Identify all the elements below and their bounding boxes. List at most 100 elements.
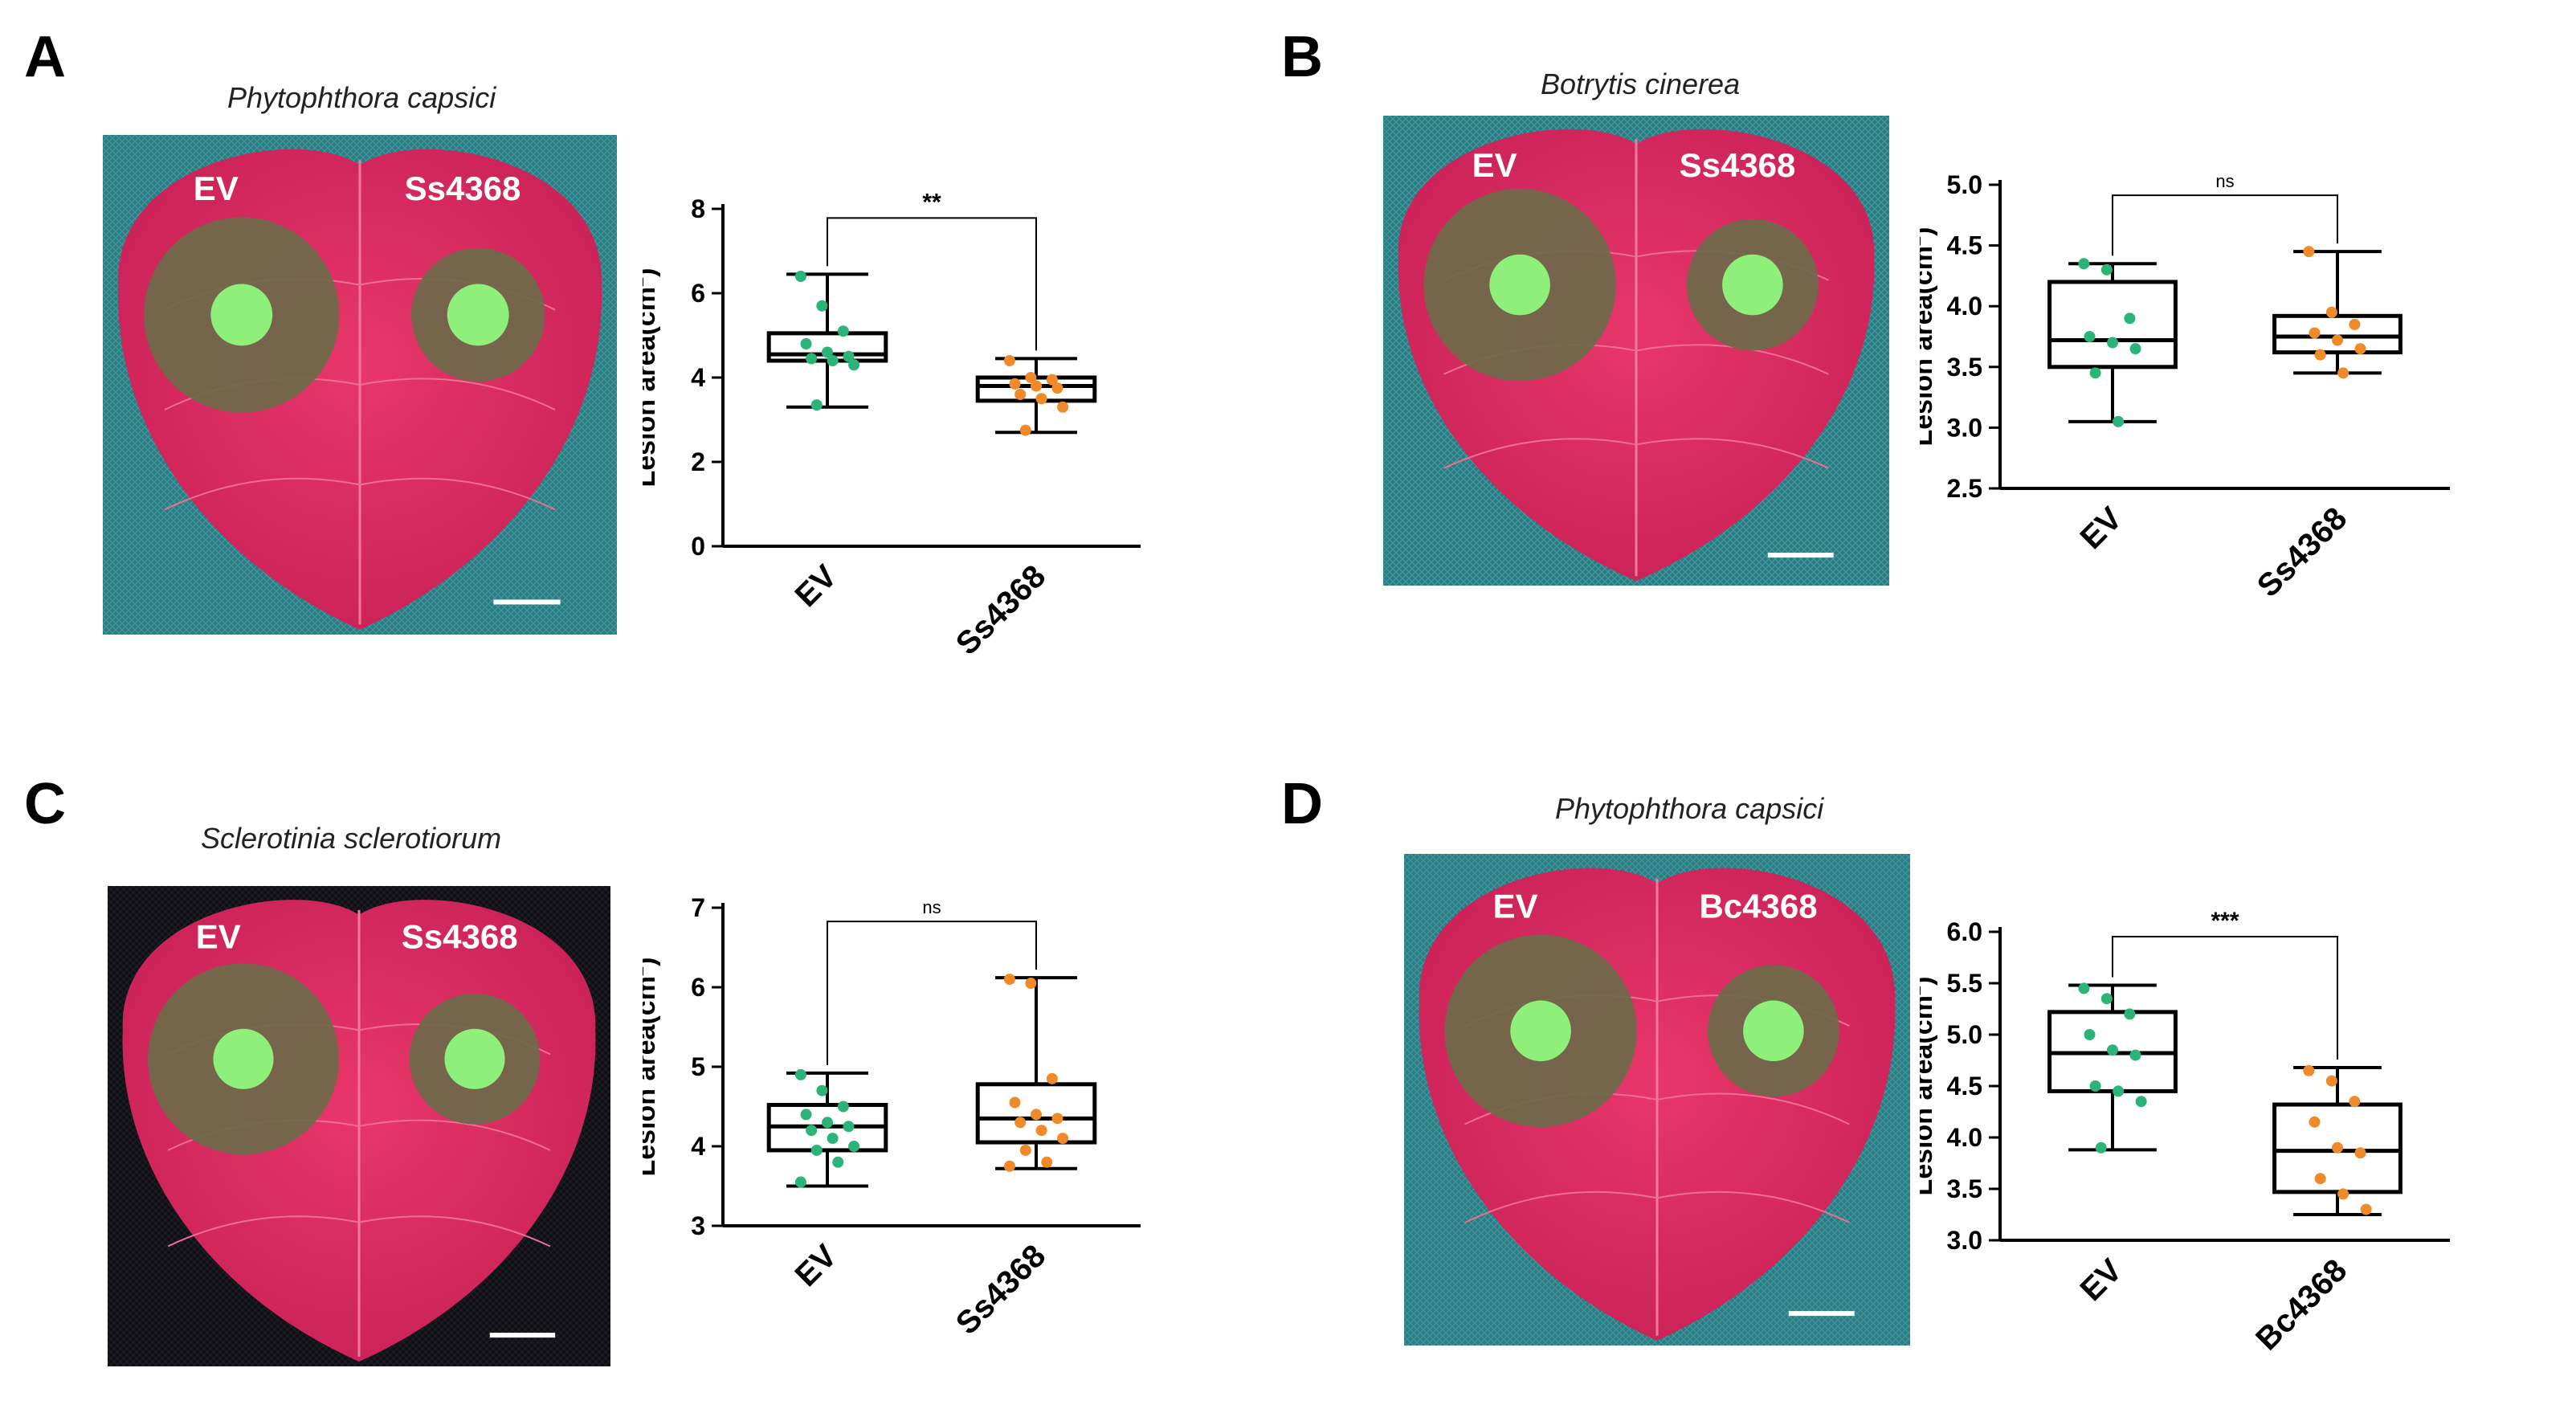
leaf-vein [359,477,556,511]
data-point [2089,1080,2101,1092]
treatment-photo-label: Ss4368 [405,169,521,207]
y-tick-label: 3.5 [1947,1174,1982,1203]
data-point [810,399,823,411]
y-tick-label: 4 [691,363,705,392]
significance-label: ns [2215,171,2234,191]
data-point [1046,1072,1058,1084]
box-plot: 3 4 5 6 7 Lesion area(cm2) EV Ss4368 ns [643,893,1141,1341]
data-point [2354,343,2366,355]
data-point [2084,331,2096,342]
y-tick-label: 3.5 [1947,353,1982,382]
y-tick-label: 2.5 [1947,474,1982,503]
y-tick-label: 7 [691,893,705,922]
data-point [1035,1125,1047,1137]
category-label: EV [789,1238,844,1293]
data-point [1025,978,1037,990]
leaf-vein [167,1215,360,1248]
significance-label: *** [2211,908,2239,934]
y-tick-label: 2 [691,447,705,476]
leaf-photo: EV Ss4368 [103,135,617,635]
data-point [2089,367,2101,379]
data-point [1031,380,1042,392]
data-point [2100,263,2113,276]
data-point [1041,1156,1053,1168]
data-point [1003,1160,1015,1172]
significance-label: ** [922,189,941,215]
category-label: Ss4368 [949,558,1053,662]
leaf-vein [1656,1190,1850,1223]
box [2272,313,2402,355]
data-point [2349,318,2361,330]
data-point [827,1133,839,1145]
data-point [2337,367,2349,379]
data-point [806,353,818,365]
data-point [2309,327,2321,339]
species-title: Phytophthora capsici [1555,792,1824,825]
data-point [832,1156,844,1168]
box-plot: 2.5 3.0 3.5 4.0 4.5 5.0 Lesion area(cm2) EV Ss43… [1920,170,2450,604]
y-axis-label: Lesion area(cm2) [1920,976,1938,1195]
ev-photo-label: EV [196,918,241,956]
ev-photo-label: EV [1472,146,1517,184]
data-point [2129,1049,2141,1061]
scale-bar [489,1333,556,1338]
leaf-vein [1443,438,1637,469]
data-point [810,1144,823,1156]
data-point [2360,1203,2372,1215]
box-plot: 0 2 4 6 8 Lesion area(cm2) EV Ss4368 ** [643,189,1141,662]
data-point [2113,415,2125,427]
data-point [2107,1044,2118,1056]
data-point [1025,372,1037,383]
data-point [2303,246,2315,258]
y-tick-label: 4.5 [1947,1072,1982,1101]
data-point [822,346,833,358]
significance-bracket [2112,194,2338,256]
data-point [1057,1133,1069,1145]
panel-label: A [24,25,66,89]
inoculation-disc [447,284,509,346]
panel-label: D [1281,772,1323,836]
data-point [1003,974,1015,986]
data-point [843,1121,855,1133]
y-tick-label: 8 [691,194,705,223]
scale-bar [493,599,561,605]
y-tick-label: 5.0 [1947,1020,1982,1049]
data-point [1014,389,1027,400]
inoculation-disc [210,284,273,346]
species-title: Botrytis cinerea [1541,67,1741,100]
inoculation-disc [1489,254,1550,316]
scale-bar [1767,553,1834,558]
species-title: Sclerotinia sclerotiorum [201,822,502,855]
scale-bar [1788,1311,1855,1317]
data-point [2314,1173,2326,1185]
treatment-photo-label: Bc4368 [1699,888,1817,925]
treatment-photo-label: Ss4368 [1680,146,1796,184]
data-point [2332,334,2343,346]
significance-label: ns [922,897,941,917]
category-label: Bc4368 [2249,1252,2354,1357]
data-point [1019,1144,1031,1156]
ev-photo-label: EV [1493,888,1538,925]
data-point [822,1117,833,1129]
significance-bracket [827,217,1037,351]
data-point [2332,1141,2343,1154]
inoculation-disc [1743,1000,1804,1062]
leaf-vein [1464,1190,1658,1223]
y-tick-label: 4.5 [1947,231,1982,260]
data-point [1057,401,1069,413]
data-point [2107,337,2118,349]
leaf-vein [1656,1092,1850,1125]
data-point [2113,1085,2125,1097]
y-axis-label: Lesion area(cm2) [1920,227,1938,446]
panel-label: C [24,772,66,836]
data-point [2095,1141,2107,1154]
data-point [2314,349,2326,361]
inoculation-disc [1722,254,1783,316]
data-point [1031,1109,1042,1121]
leaf-vein [358,1119,551,1151]
y-tick-label: 6 [691,279,705,308]
species-title: Phytophthora capsici [227,81,496,114]
inoculation-disc [213,1028,274,1089]
data-point [827,355,839,366]
data-point [1019,424,1031,436]
